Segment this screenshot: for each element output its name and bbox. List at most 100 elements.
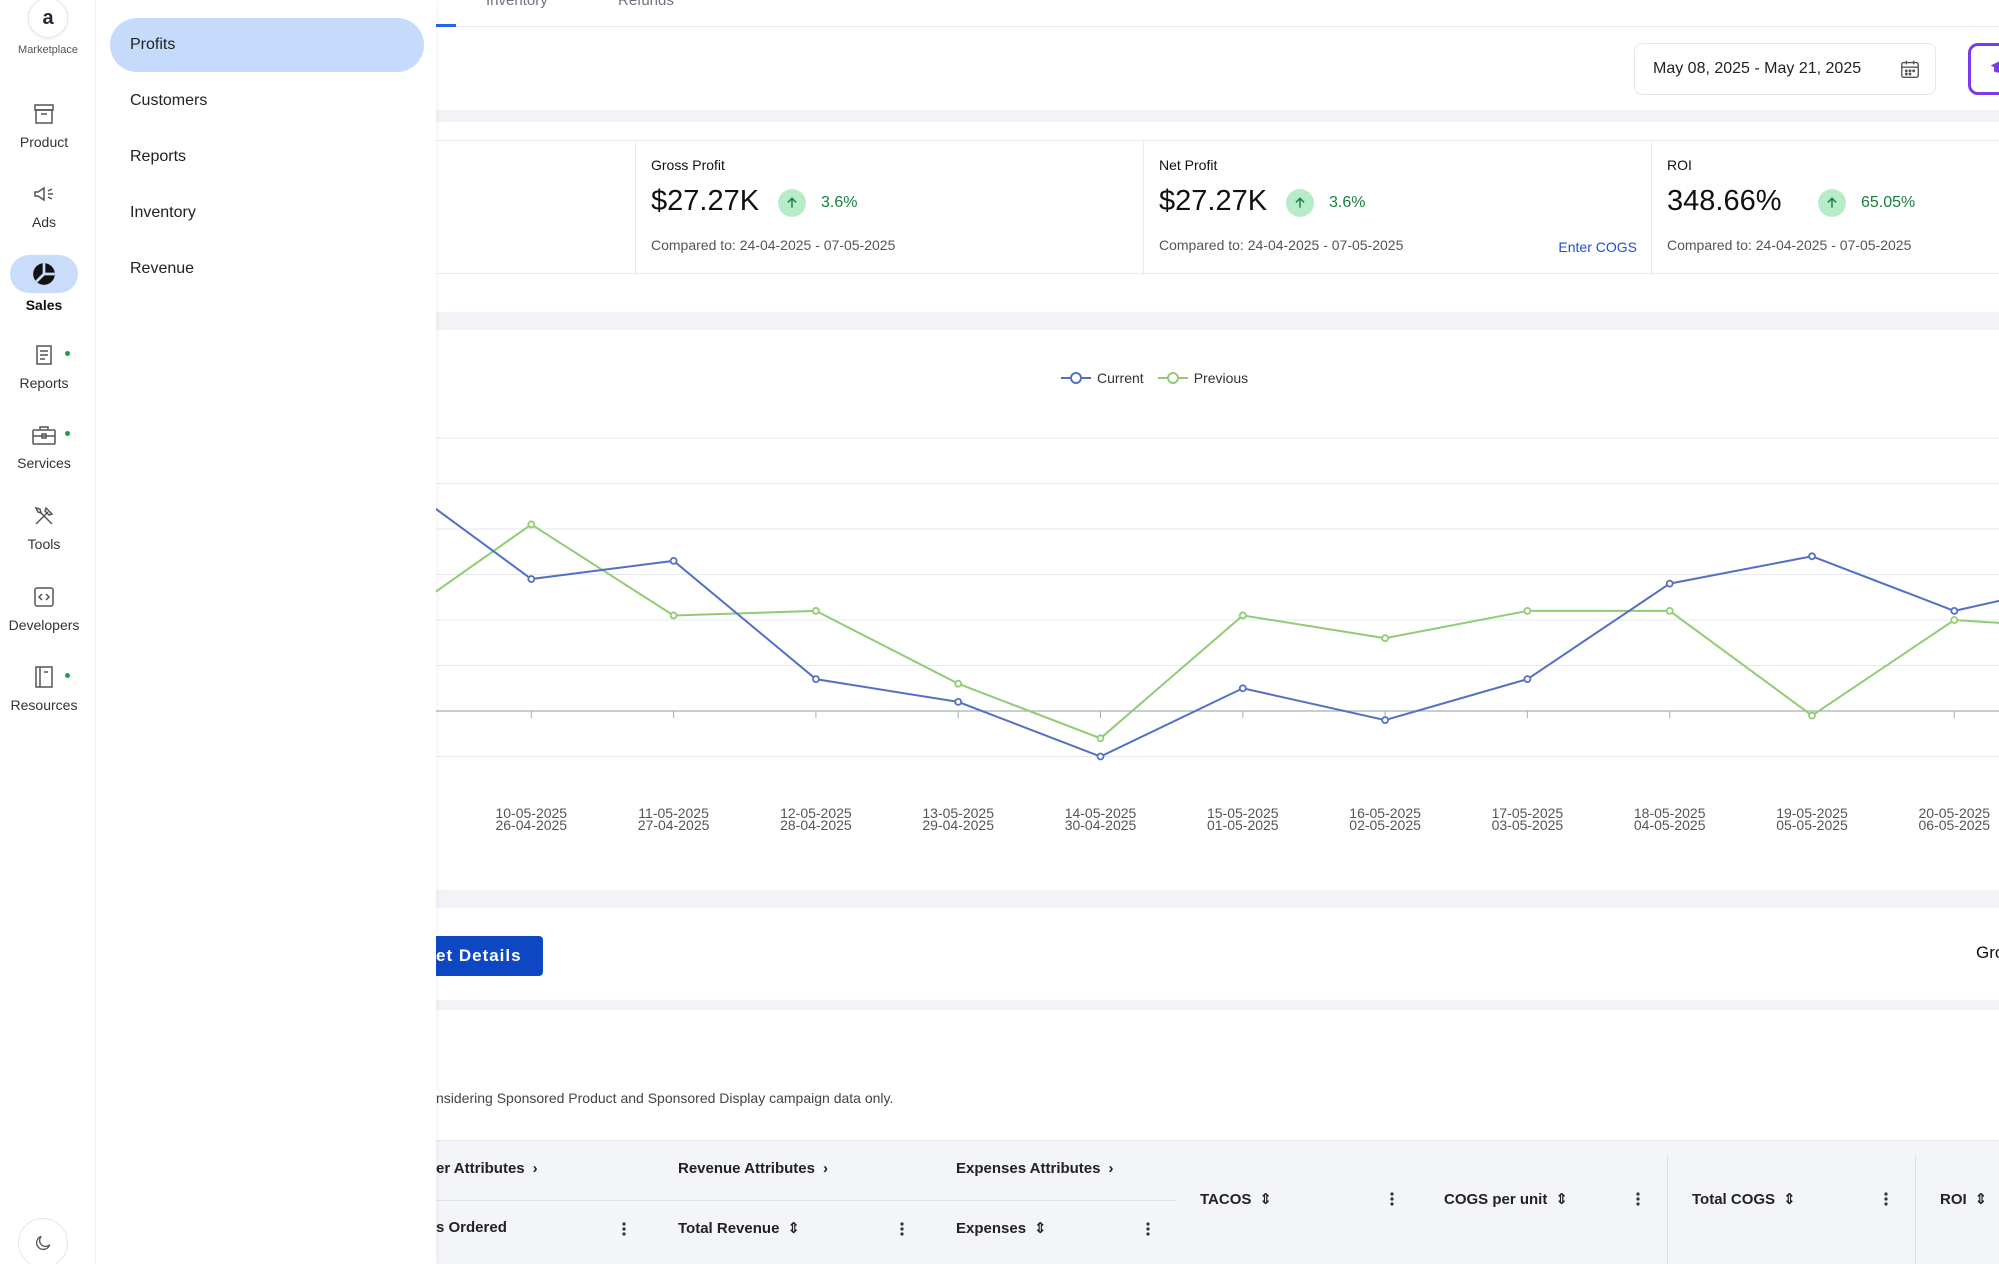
column-label: COGS per unit <box>1444 1190 1548 1208</box>
enter-cogs-link[interactable]: Enter COGS <box>1558 239 1637 255</box>
submenu-item-inventory[interactable]: Inventory <box>130 204 196 221</box>
code-icon <box>28 583 60 611</box>
data-point-previous[interactable] <box>1381 634 1389 643</box>
notification-dot <box>65 431 70 436</box>
data-point-current[interactable] <box>954 697 963 706</box>
rail-item-developers[interactable]: Developers <box>0 583 88 633</box>
data-point-previous[interactable] <box>1950 616 1959 624</box>
column-label: Expenses <box>956 1219 1027 1237</box>
data-point-previous[interactable] <box>1808 711 1816 720</box>
kpi-row: Gross Profit $27.27K 3.6% Compared to: 2… <box>436 140 1999 275</box>
data-point-previous[interactable] <box>1238 611 1247 620</box>
column-menu-icon[interactable] <box>1884 1192 1888 1206</box>
chart-legend: Current Previous <box>1061 370 1248 386</box>
moon-icon[interactable] <box>18 1218 68 1264</box>
x-tick-label: 13-05-2025 <box>922 805 994 821</box>
data-point-current[interactable] <box>1665 579 1674 588</box>
tabs-divider <box>436 26 1999 27</box>
data-point-current[interactable] <box>1523 675 1532 684</box>
group-customer-attributes[interactable]: er Attributes › <box>436 1160 538 1177</box>
pie-chart-icon <box>10 255 78 293</box>
column-menu-icon[interactable] <box>622 1222 626 1236</box>
column-tacos[interactable]: TACOS ⇕ <box>1200 1190 1272 1209</box>
marketplace-logo[interactable]: a Marketplace <box>14 0 82 64</box>
submenu-item-profits[interactable]: Profits <box>110 18 424 72</box>
submenu-item-reports[interactable]: Reports <box>130 148 187 165</box>
data-point-previous[interactable] <box>1665 606 1674 615</box>
data-point-current[interactable] <box>1096 752 1105 761</box>
rail-item-sales[interactable]: Sales <box>0 255 88 313</box>
data-point-previous[interactable] <box>527 520 536 529</box>
column-units-ordered[interactable]: s Ordered <box>436 1219 507 1236</box>
megaphone-icon <box>28 180 60 208</box>
data-point-previous[interactable] <box>669 611 678 620</box>
data-point-current[interactable] <box>1950 606 1959 615</box>
book-icon <box>28 663 60 691</box>
data-point-previous[interactable] <box>954 679 963 688</box>
column-menu-icon[interactable] <box>1390 1192 1394 1206</box>
group-revenue-attributes[interactable]: Revenue Attributes › <box>678 1160 828 1177</box>
sort-icon[interactable]: ⇕ <box>1974 1191 1988 1208</box>
data-point-previous[interactable] <box>811 606 820 615</box>
column-label: ROI <box>1940 1190 1967 1208</box>
kpi-title: ROI <box>1667 157 1692 173</box>
x-tick-label: 17-05-2025 <box>1492 805 1564 821</box>
rail-label: Developers <box>8 617 80 633</box>
rail-item-reports[interactable]: Reports <box>0 341 88 391</box>
rail-item-tools[interactable]: Tools <box>0 502 88 552</box>
data-point-current[interactable] <box>669 556 678 565</box>
briefcase-icon <box>28 421 60 449</box>
arrow-up-icon <box>1818 189 1846 217</box>
section-gap <box>436 890 1999 908</box>
kpi-title: Net Profit <box>1159 157 1218 173</box>
data-point-current[interactable] <box>527 575 536 583</box>
x-tick-label: 20-05-2025 <box>1918 805 1990 821</box>
notification-dot <box>65 673 70 678</box>
sort-icon[interactable]: ⇕ <box>1783 1191 1796 1208</box>
column-menu-icon[interactable] <box>900 1222 904 1236</box>
legend-item-previous[interactable]: Previous <box>1157 370 1248 386</box>
group-expenses-attributes[interactable]: Expenses Attributes › <box>956 1160 1114 1177</box>
x-tick-label: 15-05-2025 <box>1207 805 1279 821</box>
arrow-up-icon <box>778 189 806 217</box>
column-expenses[interactable]: Expenses ⇕ <box>956 1219 1047 1238</box>
learn-button[interactable] <box>1968 43 1999 95</box>
x-tick-label: 29-04-2025 <box>922 817 994 833</box>
tab-refunds[interactable]: Refunds <box>618 0 674 9</box>
sort-icon[interactable]: ⇕ <box>1555 1191 1568 1208</box>
sort-icon[interactable]: ⇕ <box>1034 1220 1047 1237</box>
notification-dot <box>65 351 70 356</box>
rail-item-ads[interactable]: Ads <box>0 180 88 230</box>
rail-item-resources[interactable]: Resources <box>0 663 88 713</box>
tab-inventory[interactable]: Inventory <box>486 0 548 9</box>
data-point-current[interactable] <box>1238 684 1247 693</box>
data-point-current[interactable] <box>811 675 820 684</box>
x-tick-label: 27-04-2025 <box>638 817 710 833</box>
rail-label: Tools <box>27 536 61 552</box>
rail-item-product[interactable]: Product <box>0 100 88 150</box>
sort-icon[interactable]: ⇕ <box>1259 1191 1272 1208</box>
column-menu-icon[interactable] <box>1636 1192 1640 1206</box>
get-details-button[interactable]: et Details <box>436 936 543 976</box>
submenu-item-customers[interactable]: Customers <box>130 92 208 109</box>
column-total-cogs[interactable]: Total COGS ⇕ <box>1692 1190 1796 1209</box>
amazon-logo-icon: a <box>28 0 68 38</box>
submenu-item-revenue[interactable]: Revenue <box>130 260 195 277</box>
date-range-picker[interactable]: May 08, 2025 - May 21, 2025 <box>1634 43 1936 95</box>
legend-marker <box>1061 372 1091 384</box>
x-tick-label: 10-05-2025 <box>495 805 567 821</box>
data-point-current[interactable] <box>1381 716 1389 725</box>
data-point-previous[interactable] <box>1096 734 1105 743</box>
column-total-revenue[interactable]: Total Revenue ⇕ <box>678 1219 800 1238</box>
column-menu-icon[interactable] <box>1146 1222 1150 1236</box>
kpi-compare: Compared to: 24-04-2025 - 07-05-2025 <box>651 237 896 253</box>
archive-box-icon <box>28 100 60 128</box>
legend-item-current[interactable]: Current <box>1061 370 1144 386</box>
data-point-previous[interactable] <box>1523 606 1532 615</box>
rail-item-services[interactable]: Services <box>0 421 88 471</box>
rail-label: Services <box>17 455 71 471</box>
data-point-current[interactable] <box>1808 552 1816 561</box>
sort-icon[interactable]: ⇕ <box>787 1220 800 1237</box>
column-cogs-per-unit[interactable]: COGS per unit ⇕ <box>1444 1190 1568 1209</box>
column-roi[interactable]: ROI ⇕ <box>1940 1190 1988 1209</box>
